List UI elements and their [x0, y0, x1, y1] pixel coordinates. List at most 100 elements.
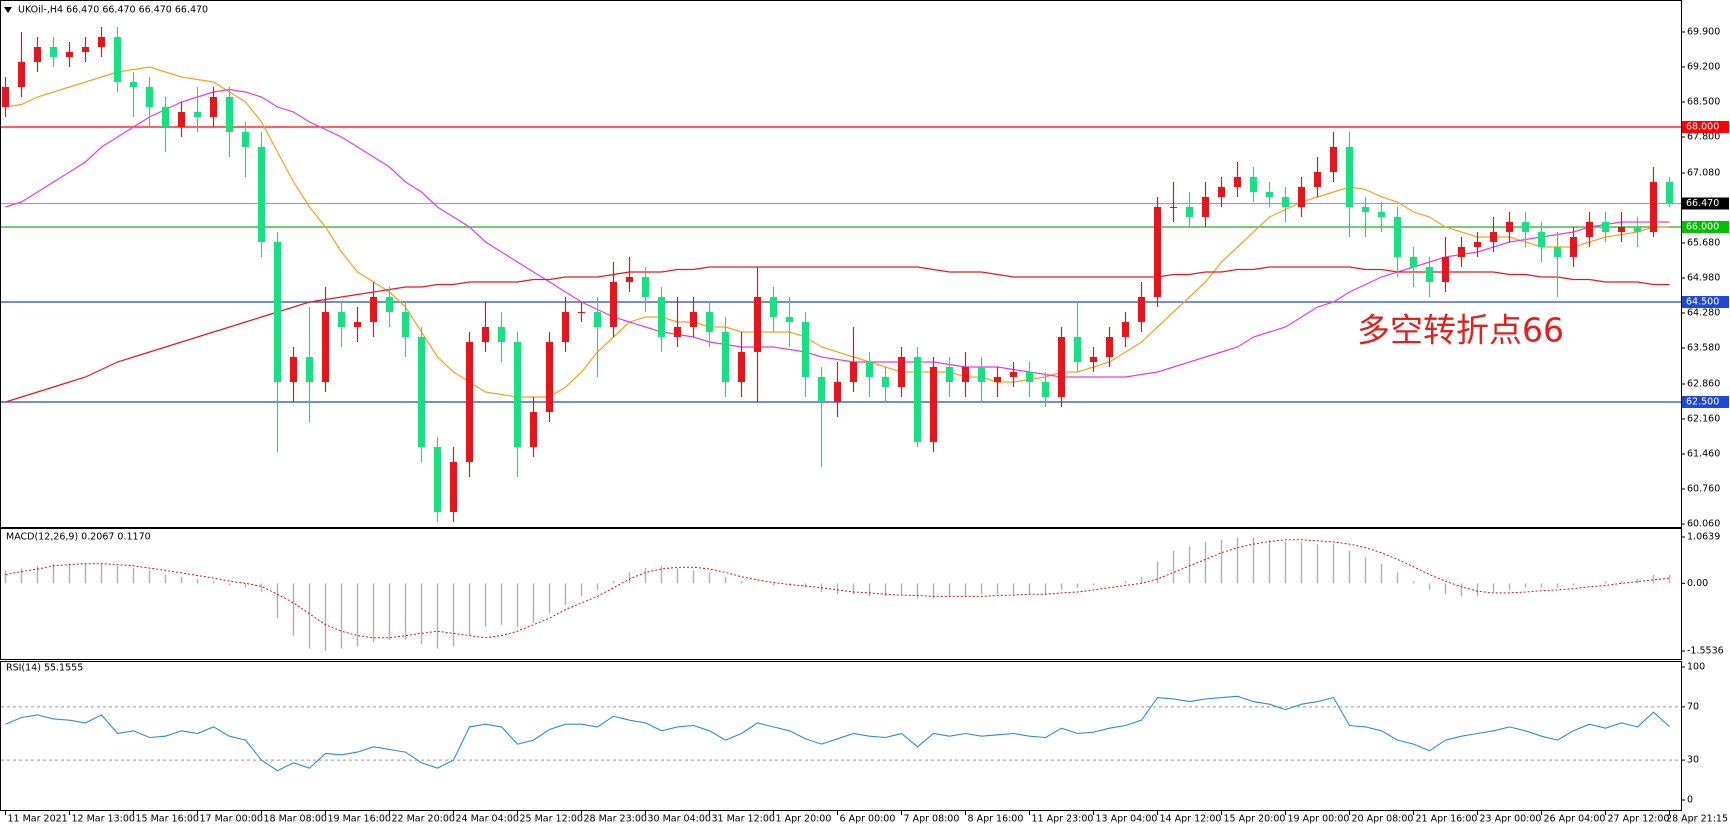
- candle-body: [450, 462, 457, 512]
- candle-body: [1218, 187, 1225, 197]
- x-tick-label: 26 Apr 04:00: [1544, 814, 1606, 825]
- candle-body: [1122, 322, 1129, 337]
- y-tick-label: 30: [1687, 755, 1699, 766]
- candle-body: [1154, 207, 1161, 297]
- x-tick-label: 24 Mar 04:00: [456, 814, 519, 825]
- candle-body: [1346, 147, 1353, 207]
- candle-body: [1314, 172, 1321, 187]
- candle-body: [1394, 217, 1401, 257]
- candle-body: [1026, 372, 1033, 382]
- x-tick-label: 7 Apr 08:00: [904, 814, 960, 825]
- candle-body: [706, 312, 713, 332]
- candle-body: [82, 47, 89, 52]
- candle-body: [1586, 222, 1593, 237]
- menu-arrow-icon[interactable]: [4, 7, 12, 13]
- candle-body: [1042, 382, 1049, 397]
- candle-body: [2, 87, 9, 107]
- rsi-title: RSI(14) 55.1555: [6, 663, 83, 674]
- candle-body: [1266, 192, 1273, 197]
- y-tick-label: 68.500: [1687, 97, 1720, 108]
- y-tick-label: 0: [1687, 795, 1693, 806]
- candle-body: [1426, 267, 1433, 282]
- candle-body: [1538, 232, 1545, 247]
- candle-body: [1634, 227, 1641, 232]
- y-tick-label: 67.800: [1687, 132, 1720, 143]
- candle-body: [1058, 337, 1065, 397]
- candle-body: [386, 297, 393, 312]
- candle-body: [514, 342, 521, 447]
- candle-body: [1010, 372, 1017, 377]
- candle-body: [130, 82, 137, 87]
- moving-average-line: [5, 66, 1670, 398]
- candle-body: [402, 312, 409, 337]
- candle-body: [1298, 187, 1305, 207]
- x-tick-label: 21 Apr 16:00: [1416, 814, 1478, 825]
- x-tick-label: 13 Apr 04:00: [1096, 814, 1158, 825]
- candle-body: [594, 312, 601, 327]
- x-tick-label: 6 Apr 00:00: [840, 814, 896, 825]
- y-tick-label: 1.0639: [1687, 532, 1720, 543]
- x-tick-label: 23 Apr 00:00: [1480, 814, 1542, 825]
- candle-body: [866, 362, 873, 377]
- y-tick-label: 65.680: [1687, 238, 1720, 249]
- price-level-label-box: [1682, 221, 1729, 233]
- x-tick-label: 28 Apr 21:15: [1666, 814, 1728, 825]
- candle-body: [322, 312, 329, 382]
- candle-body: [242, 132, 249, 147]
- candle-body: [114, 37, 121, 82]
- main-frame: [0, 0, 1682, 528]
- candle-body: [482, 327, 489, 342]
- y-tick-label: 60.060: [1687, 519, 1720, 530]
- price-level-label: 66.470: [1686, 198, 1719, 209]
- y-tick-label: 62.860: [1687, 379, 1720, 390]
- x-tick-label: 1 Apr 20:00: [776, 814, 832, 825]
- candle-body: [194, 112, 201, 117]
- x-tick-label: 18 Mar 08:00: [264, 814, 327, 825]
- symbol-header: UKOil-,H4 66.470 66.470 66.470 66.470: [18, 5, 208, 16]
- x-tick-label: 31 Mar 12:00: [712, 814, 775, 825]
- candle-body: [578, 312, 585, 313]
- y-tick-label: 61.460: [1687, 449, 1720, 460]
- moving-average-line: [5, 88, 1670, 378]
- y-tick-label: 63.580: [1687, 343, 1720, 354]
- x-tick-label: 28 Mar 23:00: [584, 814, 647, 825]
- x-tick-label: 30 Mar 04:00: [648, 814, 711, 825]
- candle-body: [898, 357, 905, 387]
- x-tick-label: 15 Apr 20:00: [1224, 814, 1286, 825]
- candle-body: [1602, 222, 1609, 232]
- candle-body: [1522, 222, 1529, 232]
- x-tick-label: 19 Mar 16:00: [328, 814, 391, 825]
- price-level-label: 64.500: [1686, 297, 1719, 308]
- candle-body: [978, 367, 985, 382]
- candle-body: [34, 47, 41, 62]
- price-level-label-box: [1682, 296, 1729, 308]
- candle-body: [1282, 197, 1289, 207]
- candle-body: [1410, 257, 1417, 267]
- candle-body: [994, 377, 1001, 382]
- candle-body: [18, 62, 25, 87]
- candle-body: [1378, 212, 1385, 217]
- price-level-label-box: [1682, 396, 1729, 408]
- candle-body: [1250, 177, 1257, 192]
- candle-body: [818, 377, 825, 402]
- candle-body: [290, 357, 297, 382]
- candle-body: [690, 312, 697, 327]
- candle-body: [162, 107, 169, 127]
- candle-body: [50, 47, 57, 57]
- candle-body: [770, 297, 777, 317]
- candle-body: [146, 87, 153, 107]
- candle-body: [1442, 257, 1449, 282]
- candle-body: [530, 412, 537, 447]
- candle-body: [370, 297, 377, 322]
- candle-body: [338, 312, 345, 327]
- y-tick-label: 62.160: [1687, 414, 1720, 425]
- candle-body: [1570, 237, 1577, 257]
- candle-body: [274, 242, 281, 382]
- x-tick-label: 20 Apr 08:00: [1352, 814, 1414, 825]
- candle-body: [546, 342, 553, 412]
- candle-body: [610, 282, 617, 327]
- candle-body: [178, 112, 185, 127]
- y-tick-label: 69.200: [1687, 62, 1720, 73]
- x-tick-label: 17 Mar 00:00: [200, 814, 263, 825]
- moving-average-line: [5, 266, 1670, 403]
